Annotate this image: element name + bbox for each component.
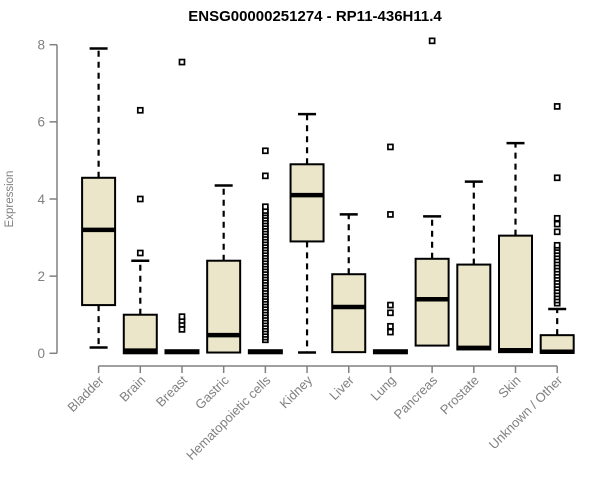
y-tick-label: 0 [37, 346, 45, 361]
box-brain [122, 106, 158, 355]
box-bladder [81, 47, 117, 349]
box-rect [206, 259, 242, 354]
x-tick-label-prostate: Prostate [437, 373, 482, 418]
x-tick-label-liver: Liver [326, 372, 357, 403]
x-tick-label-lung: Lung [367, 373, 398, 404]
x-tick-label-unknown-other: Unknown / Other [486, 372, 566, 452]
box-gastric [206, 184, 242, 354]
outliers-unknown-other [553, 103, 561, 307]
box-pancreas [414, 37, 450, 347]
y-tick-label: 8 [37, 38, 45, 53]
x-tick-label-breast: Breast [153, 372, 190, 409]
y-tick-label: 4 [37, 192, 45, 207]
box-rect [81, 176, 117, 307]
y-tick-label: 2 [37, 269, 45, 284]
outliers-hematopoietic-cells [262, 147, 269, 344]
box-rect [122, 313, 158, 355]
box-unknown-other [539, 103, 575, 355]
x-tick-label-pancreas: Pancreas [391, 372, 441, 422]
y-tick-label: 6 [37, 115, 45, 130]
box-lung [372, 143, 408, 355]
chart-title: ENSG00000251274 - RP11-436H11.4 [188, 8, 442, 25]
y-axis-label: Expression [4, 171, 16, 228]
box-rect [456, 263, 492, 351]
box-prostate [456, 180, 492, 351]
x-tick-label-bladder: Bladder [64, 372, 107, 415]
box-hematopoietic-cells [247, 147, 283, 355]
outliers-pancreas [428, 37, 436, 45]
outliers-lung [387, 143, 394, 336]
outliers-brain [136, 106, 144, 257]
x-tick-label-skin: Skin [495, 373, 523, 401]
x-tick-label-kidney: Kidney [276, 372, 315, 411]
box-breast [164, 58, 200, 355]
box-rect [498, 234, 533, 354]
box-kidney [289, 112, 325, 354]
box-skin [498, 141, 533, 354]
y-axis: 0 2 4 6 8 Expression [4, 38, 58, 361]
outliers-breast [178, 58, 186, 333]
x-tick-label-brain: Brain [116, 373, 148, 405]
box-liver [331, 213, 367, 354]
box-rect [331, 273, 367, 354]
box-rect [289, 163, 325, 243]
x-tick-label-gastric: Gastric [192, 372, 232, 412]
box-rect [414, 257, 450, 347]
